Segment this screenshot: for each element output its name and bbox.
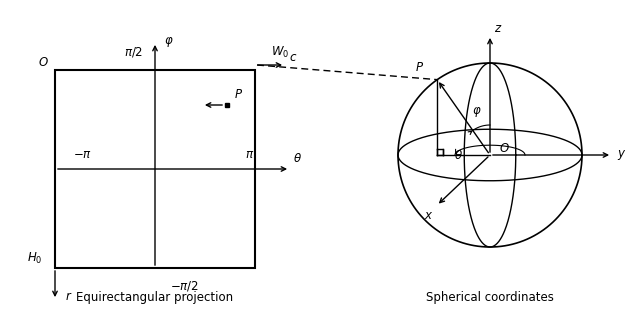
- Text: Equirectangular projection: Equirectangular projection: [77, 291, 233, 304]
- Text: $-\pi/2$: $-\pi/2$: [170, 279, 199, 293]
- Text: $H_0$: $H_0$: [27, 250, 42, 266]
- Text: $r$: $r$: [65, 290, 73, 303]
- Bar: [55, 70, 255, 268]
- Text: $P$: $P$: [235, 88, 243, 101]
- Text: O: O: [39, 55, 48, 69]
- Text: $\varphi$: $\varphi$: [164, 35, 174, 49]
- Text: $\theta$: $\theta$: [292, 153, 302, 166]
- Text: $P$: $P$: [415, 61, 424, 74]
- Text: $O$: $O$: [498, 143, 509, 156]
- Text: $y$: $y$: [618, 148, 626, 162]
- Text: $-\pi$: $-\pi$: [74, 148, 93, 161]
- Text: $\varphi$: $\varphi$: [472, 105, 481, 119]
- Text: $z$: $z$: [494, 21, 502, 34]
- Text: Spherical coordinates: Spherical coordinates: [426, 291, 554, 304]
- Text: $W_0$: $W_0$: [271, 44, 289, 60]
- Text: $\pi/2$: $\pi/2$: [124, 45, 143, 59]
- Text: $\pi$: $\pi$: [245, 148, 254, 161]
- Text: $x$: $x$: [424, 209, 433, 222]
- Text: $\theta$: $\theta$: [454, 148, 463, 162]
- Text: $c$: $c$: [289, 51, 297, 64]
